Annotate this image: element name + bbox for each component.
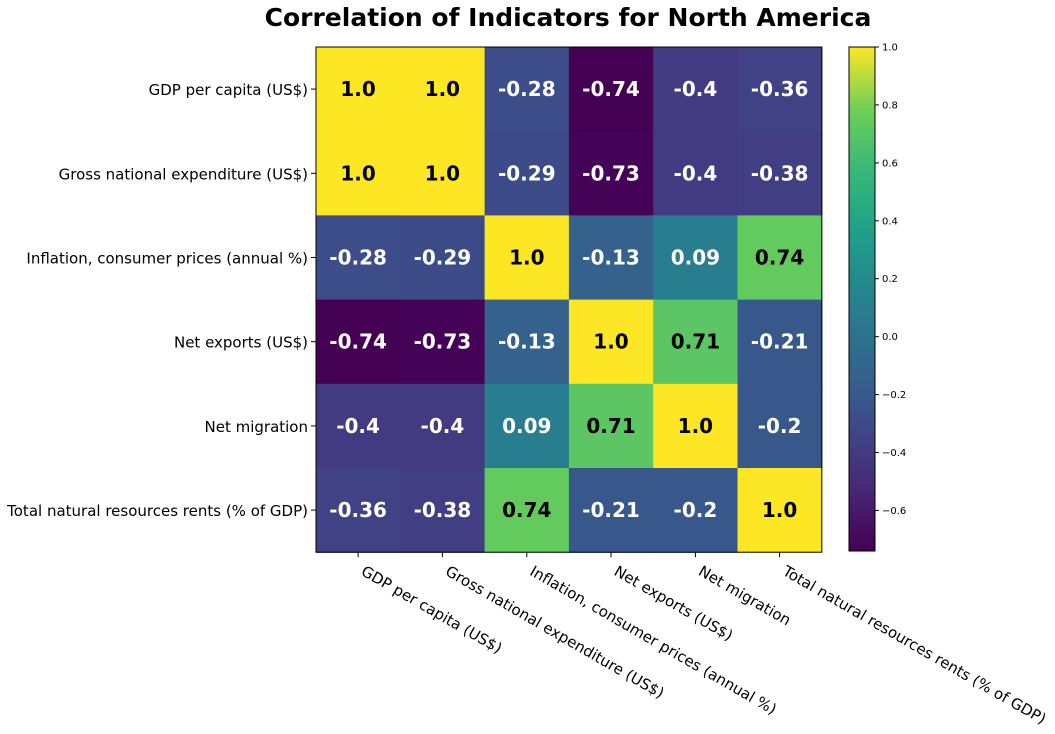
heatmap-cell-labels: 1.0 1.0 -0.28 -0.74 -0.4 -0.36 1.0 1.0 -0.29 -0.7… — [329, 77, 808, 522]
y-tick-label: Inflation, consumer prices (annual %) — [26, 250, 308, 268]
heatmap-cell-r4-c2 — [484, 383, 570, 469]
heatmap-cell-r4-c4 — [653, 383, 739, 469]
colorbar-tick-label: 0.0 — [882, 332, 898, 343]
heatmap-cell-r2-c2 — [484, 215, 570, 301]
heatmap-cell-r1-c1 — [400, 131, 486, 216]
y-axis: GDP per capita (US$) Gross national expen… — [6, 81, 316, 520]
y-tick-label: GDP per capita (US$) — [149, 81, 308, 99]
x-tick-label: Total natural resources rents (% of GDP) — [779, 562, 1049, 729]
cell-value-label: -0.4 — [674, 77, 718, 101]
y-tick-label: Net exports (US$) — [174, 334, 308, 352]
cell-value-label: -0.29 — [498, 161, 556, 185]
cell-value-label: 1.0 — [340, 77, 375, 101]
heatmap-cell-r2-c4 — [653, 215, 739, 301]
cell-value-label: -0.29 — [414, 246, 472, 270]
colorbar-gradient — [848, 46, 876, 552]
cell-value-label: 1.0 — [340, 161, 375, 185]
cell-value-label: 0.74 — [755, 246, 804, 270]
colorbar-tick-label: −0.6 — [882, 506, 906, 517]
heatmap-cell-r0-c5 — [737, 47, 823, 132]
heatmap-cell-r1-c2 — [484, 131, 570, 216]
cell-value-label: 0.74 — [502, 498, 551, 522]
heatmap-cell-r1-c5 — [737, 131, 823, 216]
heatmap-cell-r3-c3 — [568, 299, 654, 385]
heatmap-cell-r4-c3 — [568, 383, 654, 469]
cell-value-label: -0.36 — [329, 498, 387, 522]
y-tick-label: Total natural resources rents (% of GDP) — [6, 502, 308, 520]
cell-value-label: -0.38 — [751, 161, 809, 185]
cell-value-label: 1.0 — [593, 330, 628, 354]
cell-value-label: 1.0 — [425, 77, 460, 101]
heatmap-cell-r5-c0 — [316, 468, 401, 553]
heatmap-cell-r0-c2 — [484, 47, 570, 132]
heatmap-cell-r3-c4 — [653, 299, 739, 385]
heatmap-cell-r3-c5 — [737, 299, 823, 385]
heatmap-cell-r3-c0 — [316, 299, 401, 385]
cell-value-label: -0.28 — [498, 77, 556, 101]
heatmap-cell-r3-c1 — [400, 299, 486, 385]
cell-value-label: 0.09 — [671, 246, 720, 270]
cell-value-label: 0.09 — [502, 414, 551, 438]
cell-value-label: -0.28 — [329, 246, 387, 270]
cell-value-label: -0.13 — [498, 330, 556, 354]
cell-value-label: -0.2 — [674, 498, 718, 522]
cell-value-label: -0.73 — [414, 330, 472, 354]
heatmap-cell-r4-c0 — [316, 383, 401, 469]
colorbar-tick-label: 0.6 — [882, 158, 898, 169]
cell-value-label: -0.2 — [758, 414, 802, 438]
heatmap-cell-r5-c5 — [737, 468, 823, 553]
cell-value-label: -0.21 — [751, 330, 809, 354]
heatmap-cell-r2-c1 — [400, 215, 486, 301]
cell-value-label: -0.21 — [582, 498, 640, 522]
chart-title: Correlation of Indicators for North Amer… — [265, 3, 872, 32]
cell-value-label: -0.4 — [421, 414, 465, 438]
heatmap-cell-r4-c5 — [737, 383, 823, 469]
cell-value-label: -0.4 — [336, 414, 380, 438]
colorbar-tick-label: 0.8 — [882, 100, 898, 111]
heatmap-cell-r0-c4 — [653, 47, 739, 132]
cell-value-label: 0.71 — [671, 330, 720, 354]
colorbar-tick-label: 0.4 — [882, 216, 898, 227]
heatmap-cell-r0-c3 — [568, 47, 654, 132]
y-tick-label: Gross national expenditure (US$) — [59, 165, 308, 183]
cell-value-label: -0.36 — [751, 77, 809, 101]
x-tick-label: GDP per capita (US$) — [358, 562, 505, 657]
cell-value-label: -0.38 — [414, 498, 472, 522]
cell-value-label: -0.74 — [329, 330, 387, 354]
heatmap-border — [315, 46, 823, 553]
heatmap-cells — [315, 46, 823, 553]
heatmap-cell-r1-c0 — [316, 131, 401, 216]
y-tick-label: Net migration — [205, 418, 309, 436]
heatmap-cell-r2-c5 — [737, 215, 823, 301]
heatmap-cell-r0-c0 — [316, 47, 401, 132]
colorbar: 1.0 0.8 0.6 0.4 0.2 0.0 −0.2 −0.4 −0.6 — [848, 43, 906, 552]
cell-value-label: 1.0 — [762, 498, 797, 522]
x-axis: GDP per capita (US$)Gross national expen… — [357, 552, 1049, 729]
heatmap-cell-r1-c4 — [653, 131, 739, 216]
colorbar-tick-label: −0.4 — [882, 448, 906, 459]
cell-value-label: 0.71 — [586, 414, 635, 438]
cell-value-label: -0.13 — [582, 246, 640, 270]
cell-value-label: -0.74 — [582, 77, 640, 101]
heatmap-cell-r3-c2 — [484, 299, 570, 385]
heatmap-cell-r2-c3 — [568, 215, 654, 301]
cell-value-label: -0.73 — [582, 161, 640, 185]
heatmap-cell-r5-c1 — [400, 468, 486, 553]
cell-value-label: 1.0 — [425, 161, 460, 185]
heatmap-cell-r4-c1 — [400, 383, 486, 469]
cell-value-label: -0.4 — [674, 161, 718, 185]
heatmap-cell-r5-c4 — [653, 468, 739, 553]
heatmap-cell-r1-c3 — [568, 131, 654, 216]
cell-value-label: 1.0 — [509, 246, 544, 270]
heatmap-cell-r5-c2 — [484, 468, 570, 553]
colorbar-tick-label: 1.0 — [882, 43, 898, 54]
heatmap-cell-r2-c0 — [316, 215, 401, 301]
cell-value-label: 1.0 — [678, 414, 713, 438]
colorbar-tick-label: 0.2 — [882, 274, 898, 285]
heatmap-cell-r5-c3 — [568, 468, 654, 553]
heatmap-cell-r0-c1 — [400, 47, 486, 132]
colorbar-tick-label: −0.2 — [882, 390, 906, 401]
